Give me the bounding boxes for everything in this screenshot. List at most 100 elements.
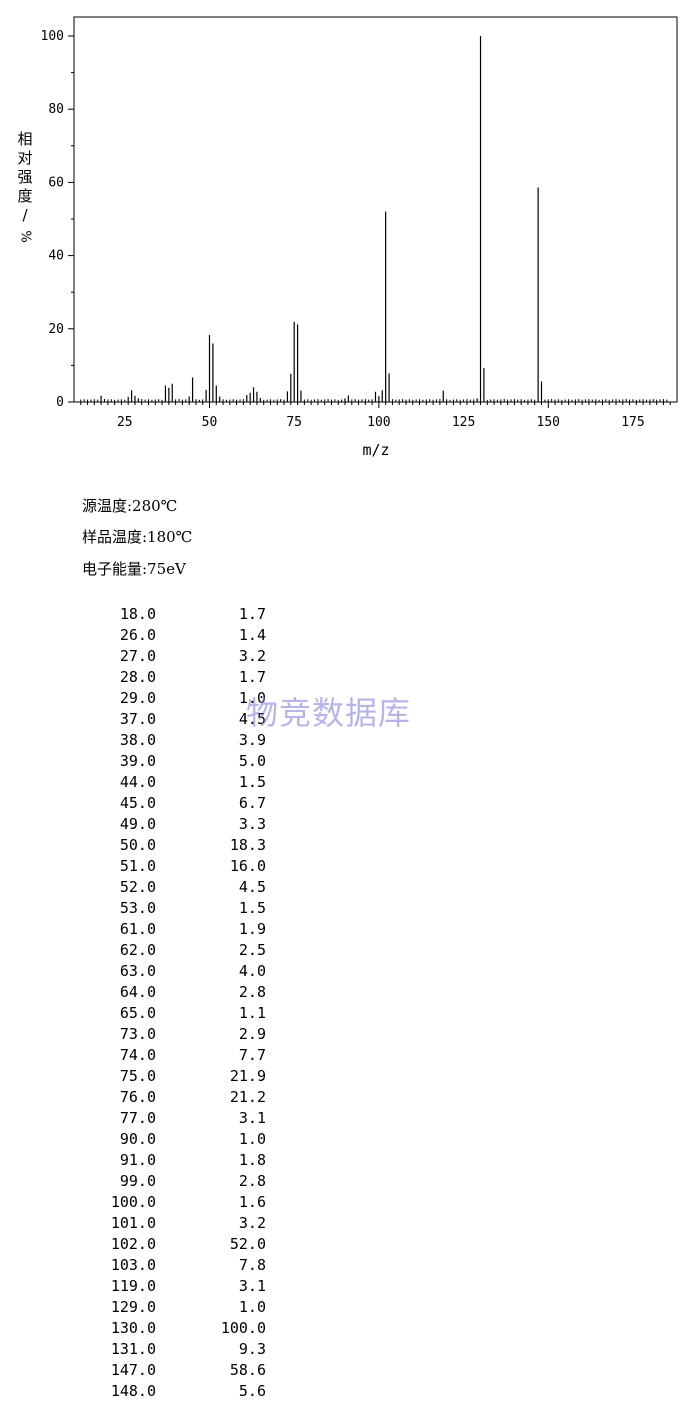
mass-spectrum-chart: 0 20 40 60 80 100 25 50 75 100 125 150 175 m/z (41, 16, 678, 459)
x-tick-label: 125 (452, 415, 475, 430)
plot-frame (73, 16, 678, 403)
table-row: 73.0 2.9 (92, 1024, 266, 1045)
mz-value: 130.0 (110, 1319, 156, 1337)
table-row: 39.0 5.0 (92, 751, 266, 772)
mz-value: 74.0 (119, 1046, 156, 1064)
mz-value: 51.0 (119, 857, 156, 875)
y-tick-label: 0 (56, 395, 64, 410)
table-row: 18.0 1.7 (92, 604, 266, 625)
table-row: 53.0 1.5 (92, 898, 266, 919)
table-row: 65.0 1.1 (92, 1003, 266, 1024)
mz-value: 75.0 (119, 1067, 156, 1085)
mz-value: 148.0 (110, 1382, 156, 1400)
watermark: 物竞数据库 (246, 694, 412, 732)
intensity-value: 4.5 (238, 710, 266, 728)
intensity-value: 1.5 (238, 899, 266, 917)
table-row: 147.0 58.6 (92, 1360, 266, 1381)
table-row: 52.0 4.5 (92, 877, 266, 898)
intensity-value: 4.5 (238, 878, 266, 896)
y-axis-label-char: % (17, 230, 33, 243)
table-row: 77.0 3.1 (92, 1108, 266, 1129)
mz-value: 119.0 (110, 1277, 156, 1295)
intensity-value: 2.8 (238, 1172, 266, 1190)
mz-value: 45.0 (119, 794, 156, 812)
intensity-value: 6.7 (238, 794, 266, 812)
y-tick-label: 60 (48, 175, 64, 190)
table-row: 100.0 1.6 (92, 1192, 266, 1213)
mz-value: 129.0 (110, 1298, 156, 1316)
table-row: 51.0 16.0 (92, 856, 266, 877)
mz-value: 131.0 (110, 1340, 156, 1358)
mz-value: 37.0 (119, 710, 156, 728)
mz-value: 53.0 (119, 899, 156, 917)
table-row: 99.0 2.8 (92, 1171, 266, 1192)
table-row: 62.0 2.5 (92, 940, 266, 961)
intensity-value: 9.3 (238, 1340, 266, 1358)
intensity-value: 7.8 (238, 1256, 266, 1274)
mz-value: 77.0 (119, 1109, 156, 1127)
intensity-value: 2.9 (238, 1025, 266, 1043)
spectrum-peaks (100, 36, 543, 402)
mz-value: 39.0 (119, 752, 156, 770)
intensity-value: 3.9 (238, 731, 266, 749)
table-row: 61.0 1.9 (92, 919, 266, 940)
chart-axes (73, 16, 678, 403)
intensity-value: 2.5 (238, 941, 266, 959)
intensity-value: 1.0 (238, 689, 266, 707)
mz-value: 65.0 (119, 1004, 156, 1022)
table-row: 28.0 1.7 (92, 667, 266, 688)
mz-value: 99.0 (119, 1172, 156, 1190)
electron-energy: 电子能量:75eV (82, 560, 186, 578)
table-row: 29.0 1.0 (92, 688, 266, 709)
x-tick-label: 175 (621, 415, 644, 430)
mz-value: 38.0 (119, 731, 156, 749)
mz-value: 29.0 (119, 689, 156, 707)
table-row: 75.0 21.9 (92, 1066, 266, 1087)
x-tick-label: 50 (202, 415, 218, 430)
intensity-value: 5.0 (238, 752, 266, 770)
intensity-value: 1.0 (238, 1298, 266, 1316)
table-row: 64.0 2.8 (92, 982, 266, 1003)
y-tick-label: 100 (41, 29, 64, 44)
mz-value: 102.0 (110, 1235, 156, 1253)
intensity-value: 1.4 (238, 626, 266, 644)
intensity-value: 100.0 (220, 1319, 266, 1337)
sample-temperature: 样品温度:180℃ (82, 528, 193, 546)
table-row: 90.0 1.0 (92, 1129, 266, 1150)
source-temperature: 源温度:280℃ (82, 497, 178, 515)
intensity-value: 5.6 (238, 1382, 266, 1400)
x-tick-label: 100 (367, 415, 390, 430)
table-row: 103.0 7.8 (92, 1255, 266, 1276)
table-row: 148.0 5.6 (92, 1381, 266, 1402)
table-row: 44.0 1.5 (92, 772, 266, 793)
mz-value: 44.0 (119, 773, 156, 791)
x-axis-ticks: 25 50 75 100 125 150 175 (80, 402, 671, 430)
intensity-value: 4.0 (238, 962, 266, 980)
mz-value: 63.0 (119, 962, 156, 980)
peak-table: 18.0 1.7 26.0 1.4 27.0 3.2 28.0 1.7 29.0 1.0 37.0 4… (92, 604, 266, 1402)
intensity-value: 16.0 (229, 857, 266, 875)
table-row: 50.0 18.3 (92, 835, 266, 856)
mz-value: 52.0 (119, 878, 156, 896)
mz-value: 76.0 (119, 1088, 156, 1106)
table-row: 102.0 52.0 (92, 1234, 266, 1255)
mz-value: 49.0 (119, 815, 156, 833)
y-axis-label-char: / (22, 206, 28, 224)
y-axis-label-char: 对 (17, 149, 33, 167)
y-axis-label-char: 相 (17, 130, 33, 148)
baseline-noise (80, 399, 668, 402)
mz-value: 62.0 (119, 941, 156, 959)
intensity-value: 1.1 (238, 1004, 266, 1022)
mz-value: 100.0 (110, 1193, 156, 1211)
mz-value: 28.0 (119, 668, 156, 686)
mz-value: 26.0 (119, 626, 156, 644)
y-axis-label-char: 度 (17, 187, 33, 205)
intensity-value: 18.3 (229, 836, 266, 854)
x-axis-label: m/z (362, 441, 389, 459)
y-axis-label-char: 强 (17, 168, 33, 186)
mz-value: 64.0 (119, 983, 156, 1001)
y-tick-label: 40 (48, 249, 64, 264)
table-row: 119.0 3.1 (92, 1276, 266, 1297)
intensity-value: 3.1 (238, 1109, 266, 1127)
intensity-value: 1.7 (238, 668, 266, 686)
